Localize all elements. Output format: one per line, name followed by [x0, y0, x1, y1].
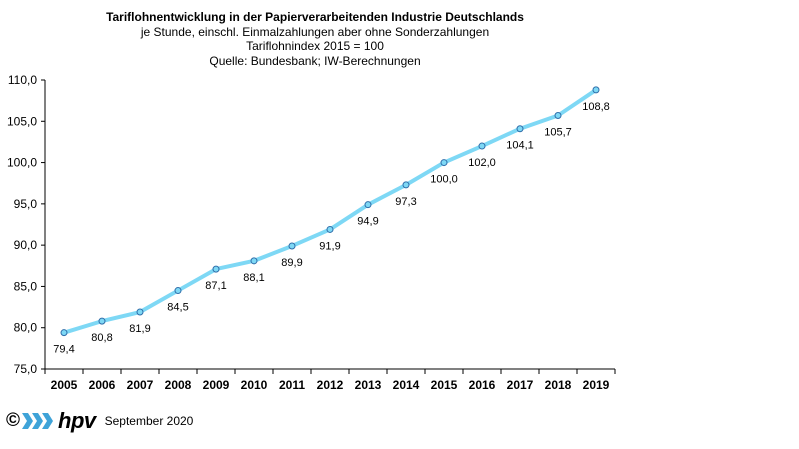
- y-tick-label: 95,0: [14, 197, 38, 211]
- x-tick-label: 2014: [393, 378, 420, 392]
- data-label: 108,8: [582, 101, 610, 113]
- x-tick-label: 2016: [469, 378, 496, 392]
- x-tick-label: 2018: [545, 378, 572, 392]
- hpv-logo-icon: [21, 411, 55, 431]
- data-point: [440, 159, 448, 167]
- data-label: 89,9: [281, 257, 302, 269]
- chart-subtitle-3: Quelle: Bundesbank; IW-Berechnungen: [209, 53, 421, 68]
- data-point: [554, 112, 562, 120]
- footer: © hpv September 2020: [6, 410, 193, 432]
- data-label: 102,0: [468, 157, 496, 169]
- x-tick-label: 2005: [51, 378, 78, 392]
- data-point: [326, 225, 334, 233]
- chart-subtitle-1: je Stunde, einschl. Einmalzahlungen aber…: [140, 24, 490, 39]
- data-label: 105,7: [544, 127, 572, 139]
- chart-labels: 79,4 80,8 81,9 84,5 87,1 88,1 89,9 91,9 94,9 97,3…: [53, 101, 609, 356]
- y-tick-label: 90,0: [14, 238, 38, 252]
- data-label: 97,3: [395, 196, 416, 208]
- y-tick-label: 85,0: [14, 279, 38, 293]
- data-point: [288, 242, 296, 250]
- data-point: [60, 329, 68, 337]
- chart-titles: Tariflohnentwicklung in der Papierverarb…: [0, 10, 630, 68]
- data-point: [364, 201, 372, 209]
- data-point: [136, 308, 144, 316]
- data-label: 88,1: [243, 272, 264, 284]
- x-tick-label: 2013: [355, 378, 382, 392]
- x-tick-label: 2017: [507, 378, 534, 392]
- data-label: 91,9: [319, 240, 340, 252]
- data-label: 81,9: [129, 323, 150, 335]
- x-tick-label: 2010: [241, 378, 268, 392]
- data-point: [516, 125, 524, 133]
- copyright-symbol: ©: [6, 410, 20, 431]
- x-tick-label: 2007: [127, 378, 154, 392]
- data-point: [174, 287, 182, 295]
- data-label: 94,9: [357, 216, 378, 228]
- data-label: 80,8: [91, 332, 112, 344]
- data-point: [212, 265, 220, 273]
- chart-title: Tariflohnentwicklung in der Papierverarb…: [106, 10, 524, 24]
- series-line: [62, 87, 598, 335]
- data-label: 104,1: [506, 140, 534, 152]
- y-tick-label: 110,0: [8, 73, 37, 87]
- data-label: 84,5: [167, 302, 188, 314]
- x-tick-label: 2015: [431, 378, 458, 392]
- x-tick-label: 2019: [583, 378, 610, 392]
- x-tick-label: 2008: [165, 378, 192, 392]
- data-label: 100,0: [430, 174, 458, 186]
- chart-axes: 75,0 80,0 85,0 90,0 95,0 100,0 105,0 110,0 2005 2…: [7, 73, 616, 392]
- brand-name: hpv: [58, 408, 96, 433]
- footer-date: September 2020: [104, 414, 194, 428]
- y-tick-label: 100,0: [7, 156, 37, 170]
- x-tick-label: 2009: [203, 378, 230, 392]
- data-point: [592, 86, 600, 94]
- x-tick-label: 2011: [279, 378, 305, 392]
- data-point: [98, 317, 106, 325]
- data-label: 87,1: [205, 280, 226, 292]
- data-label: 79,4: [53, 344, 74, 356]
- x-tick-label: 2006: [89, 378, 116, 392]
- chart-subtitle-2: Tariflohnindex 2015 = 100: [246, 39, 384, 53]
- data-point: [250, 257, 258, 265]
- y-tick-label: 105,0: [7, 114, 37, 128]
- y-tick-label: 75,0: [14, 362, 38, 376]
- chart-series: [60, 86, 600, 337]
- y-tick-label: 80,0: [14, 321, 38, 335]
- data-point: [402, 181, 410, 189]
- data-point: [478, 142, 486, 150]
- x-tick-label: 2012: [317, 378, 344, 392]
